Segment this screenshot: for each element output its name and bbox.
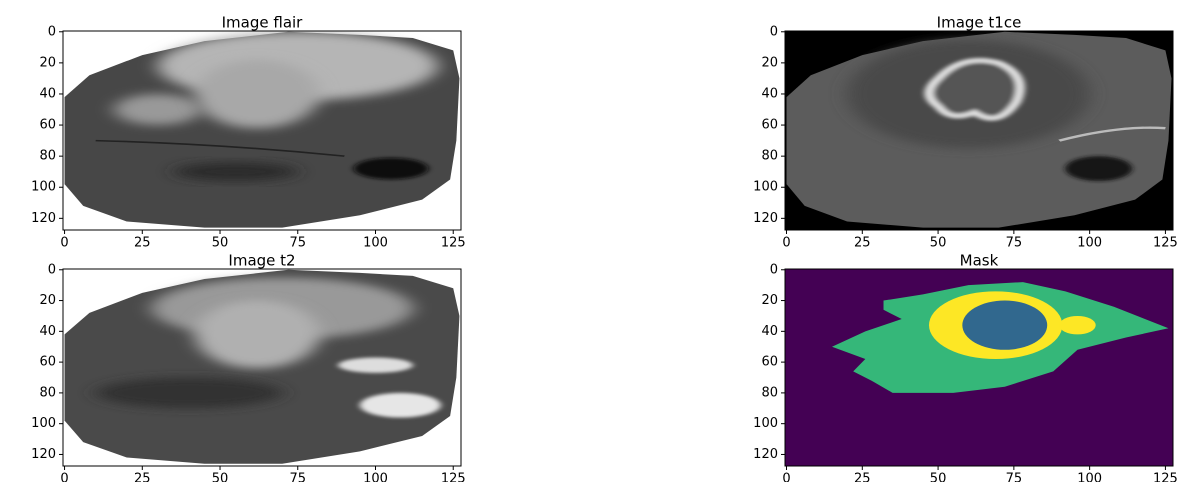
x-tick-label: 25 bbox=[134, 236, 151, 251]
page: {"chart_data": [ {"type": "image", "titl… bbox=[0, 0, 1196, 482]
y-tick-label: 80 bbox=[761, 385, 778, 400]
x-tick-label: 125 bbox=[441, 472, 466, 482]
x-tick-label: 75 bbox=[1006, 472, 1023, 482]
x-tick-label: 100 bbox=[1077, 472, 1102, 482]
image-mask bbox=[785, 269, 1173, 466]
x-tick-label: 25 bbox=[854, 472, 871, 482]
y-tick-label: 100 bbox=[31, 416, 56, 431]
subplot-title: Image flair bbox=[222, 14, 304, 32]
y-tick-label: 120 bbox=[31, 211, 56, 226]
x-tick-label: 50 bbox=[212, 472, 229, 482]
y-tick-label: 40 bbox=[39, 324, 56, 339]
x-tick-label: 100 bbox=[1077, 236, 1102, 251]
y-tick-label: 120 bbox=[31, 447, 56, 462]
y-tick-label: 20 bbox=[761, 55, 778, 70]
subplot-title: Mask bbox=[960, 252, 999, 270]
y-tick-label: 20 bbox=[761, 293, 778, 308]
y-tick-label: 80 bbox=[39, 385, 56, 400]
y-tick-label: 80 bbox=[761, 149, 778, 164]
y-tick-label: 100 bbox=[753, 180, 778, 195]
y-tick-label: 40 bbox=[761, 324, 778, 339]
image-t2 bbox=[65, 270, 460, 464]
x-tick-label: 75 bbox=[289, 472, 306, 482]
x-tick-label: 0 bbox=[60, 236, 68, 251]
x-tick-label: 25 bbox=[134, 472, 151, 482]
x-tick-label: 75 bbox=[1006, 236, 1023, 251]
y-tick-label: 40 bbox=[39, 86, 56, 101]
y-tick-label: 40 bbox=[761, 86, 778, 101]
image-flair bbox=[65, 32, 460, 228]
y-tick-label: 120 bbox=[753, 211, 778, 226]
y-tick-label: 60 bbox=[39, 355, 56, 370]
x-tick-label: 50 bbox=[930, 472, 947, 482]
figure: Image flair 0 25 50 75 100 125 0 20 40 60 80 100 120 I… bbox=[0, 0, 1196, 482]
subplot-title: Image t2 bbox=[228, 252, 295, 270]
y-tick-label: 0 bbox=[48, 262, 56, 277]
x-tick-label: 50 bbox=[930, 236, 947, 251]
y-tick-label: 0 bbox=[48, 24, 56, 39]
x-tick-label: 75 bbox=[289, 236, 306, 251]
x-tick-label: 0 bbox=[782, 472, 790, 482]
y-tick-label: 60 bbox=[761, 355, 778, 370]
y-tick-label: 80 bbox=[39, 149, 56, 164]
x-tick-label: 125 bbox=[1153, 236, 1178, 251]
y-tick-label: 20 bbox=[39, 55, 56, 70]
y-tick-label: 100 bbox=[753, 416, 778, 431]
y-tick-label: 0 bbox=[770, 24, 778, 39]
x-tick-label: 0 bbox=[60, 472, 68, 482]
x-tick-label: 125 bbox=[1153, 472, 1178, 482]
x-tick-label: 25 bbox=[854, 236, 871, 251]
y-tick-label: 100 bbox=[31, 180, 56, 195]
image-t1ce bbox=[785, 31, 1173, 230]
x-tick-label: 0 bbox=[782, 236, 790, 251]
y-tick-label: 0 bbox=[770, 262, 778, 277]
x-tick-label: 50 bbox=[212, 236, 229, 251]
subplot-title: Image t1ce bbox=[937, 14, 1022, 32]
x-tick-label: 125 bbox=[441, 236, 466, 251]
y-tick-label: 120 bbox=[753, 447, 778, 462]
y-tick-label: 20 bbox=[39, 293, 56, 308]
y-tick-label: 60 bbox=[39, 118, 56, 133]
x-tick-label: 100 bbox=[363, 472, 388, 482]
y-tick-label: 60 bbox=[761, 118, 778, 133]
x-tick-label: 100 bbox=[363, 236, 388, 251]
